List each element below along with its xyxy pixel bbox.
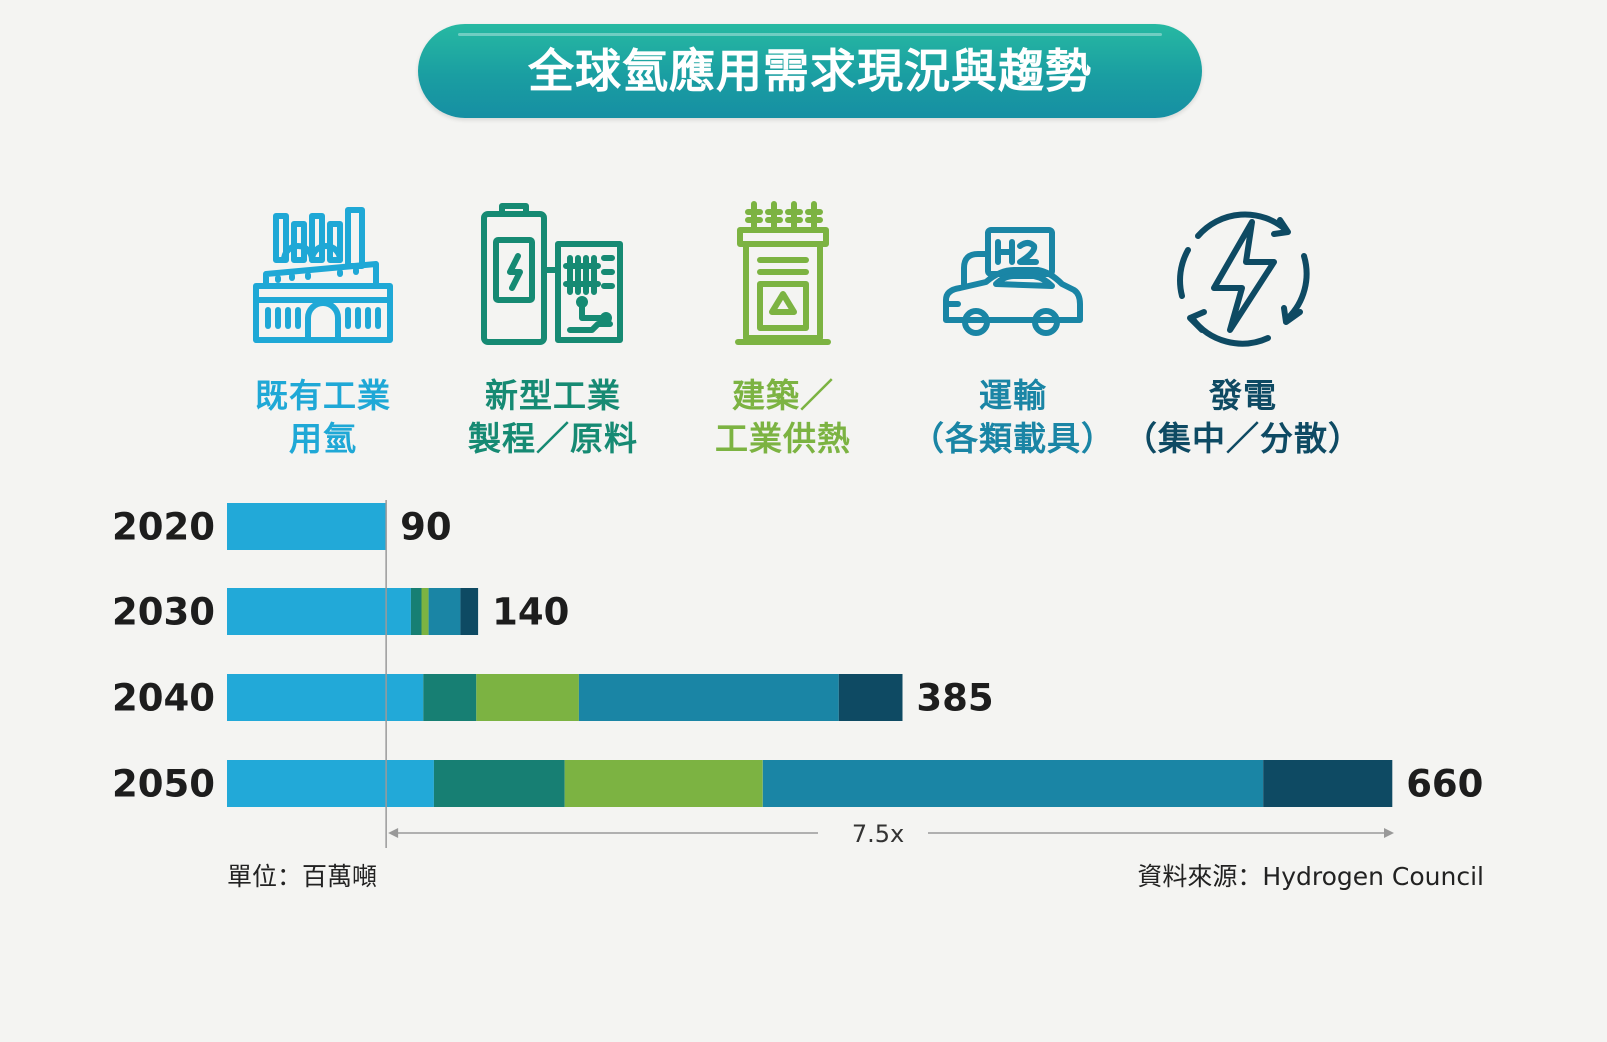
bar-segment-1 <box>227 674 424 721</box>
category-power: 發電 （集中／分散） <box>1113 200 1373 460</box>
bar-segment-1 <box>227 760 434 807</box>
h2-car-icon <box>943 227 1083 336</box>
category-label: 新型工業 製程／原料 <box>423 374 683 460</box>
factory-icon <box>253 207 393 343</box>
bar-segment-3 <box>564 760 763 807</box>
total-label: 385 <box>916 677 993 720</box>
bar-segment-1 <box>227 588 411 635</box>
bar-segment-5 <box>460 588 479 635</box>
category-label: 建築／ 工業供熱 <box>653 374 913 460</box>
bar-segment-5 <box>1263 760 1393 807</box>
category-label-line: 新型工業 <box>485 376 621 415</box>
category-label: 既有工業 用氫 <box>193 374 453 460</box>
unit-note: 單位：百萬噸 <box>227 862 378 891</box>
year-label: 2040 <box>112 677 215 720</box>
category-label-line: 運輸 <box>979 376 1047 415</box>
year-label: 2030 <box>112 591 215 634</box>
category-label-line: 建築／ <box>732 376 834 415</box>
category-label-line: 既有工業 <box>255 376 391 415</box>
bar-segment-5 <box>838 674 903 721</box>
chart-title: 全球氫應用需求現況與趨勢 <box>528 44 1092 98</box>
building-heat-icon <box>735 201 831 345</box>
category-label-line: （集中／分散） <box>1124 419 1362 458</box>
category-label-line: 用氫 <box>289 419 357 458</box>
bar-segment-2 <box>433 760 565 807</box>
category-existing-industry: 既有工業 用氫 <box>193 200 453 460</box>
infographic: 全球氫應用需求現況與趨勢 <box>112 24 1484 891</box>
arrowhead-left <box>388 828 399 838</box>
category-label-line: 發電 <box>1209 376 1277 415</box>
bar-segment-2 <box>423 674 477 721</box>
bar-segment-2 <box>410 588 422 635</box>
stacked-bar-chart: 2020 90 2030 140 2040 385 2050 660 7.5x <box>112 500 1483 848</box>
total-label: 660 <box>1406 763 1483 806</box>
total-label: 140 <box>492 591 569 634</box>
bar-segment-1 <box>227 503 387 550</box>
bar-segment-4 <box>578 674 839 721</box>
category-label: 發電 （集中／分散） <box>1113 374 1373 460</box>
category-building-heat: 建築／ 工業供熱 <box>653 200 913 460</box>
category-label: 運輸 （各類載具） <box>883 374 1143 460</box>
category-new-industry: 新型工業 製程／原料 <box>423 200 683 460</box>
bar-segment-3 <box>421 588 429 635</box>
title-banner: 全球氫應用需求現況與趨勢 <box>418 24 1202 118</box>
year-label: 2050 <box>112 763 215 806</box>
banner-highlight <box>458 33 1162 36</box>
arrowhead-right <box>1384 828 1394 838</box>
bar-segment-3 <box>476 674 579 721</box>
category-label-line: 製程／原料 <box>468 419 638 458</box>
bar-segment-4 <box>428 588 461 635</box>
category-label-line: 工業供熱 <box>715 419 851 458</box>
multiplier-label: 7.5x <box>852 820 904 848</box>
category-label-line: （各類載具） <box>911 419 1115 458</box>
bar-segment-4 <box>762 760 1264 807</box>
lightning-cycle-icon <box>1177 211 1310 347</box>
source-note: 資料來源：Hydrogen Council <box>1137 862 1484 891</box>
total-label: 90 <box>400 506 452 549</box>
year-label: 2020 <box>112 506 215 549</box>
category-transport: 運輸 （各類載具） <box>883 200 1143 460</box>
battery-circuit-icon <box>481 203 623 345</box>
